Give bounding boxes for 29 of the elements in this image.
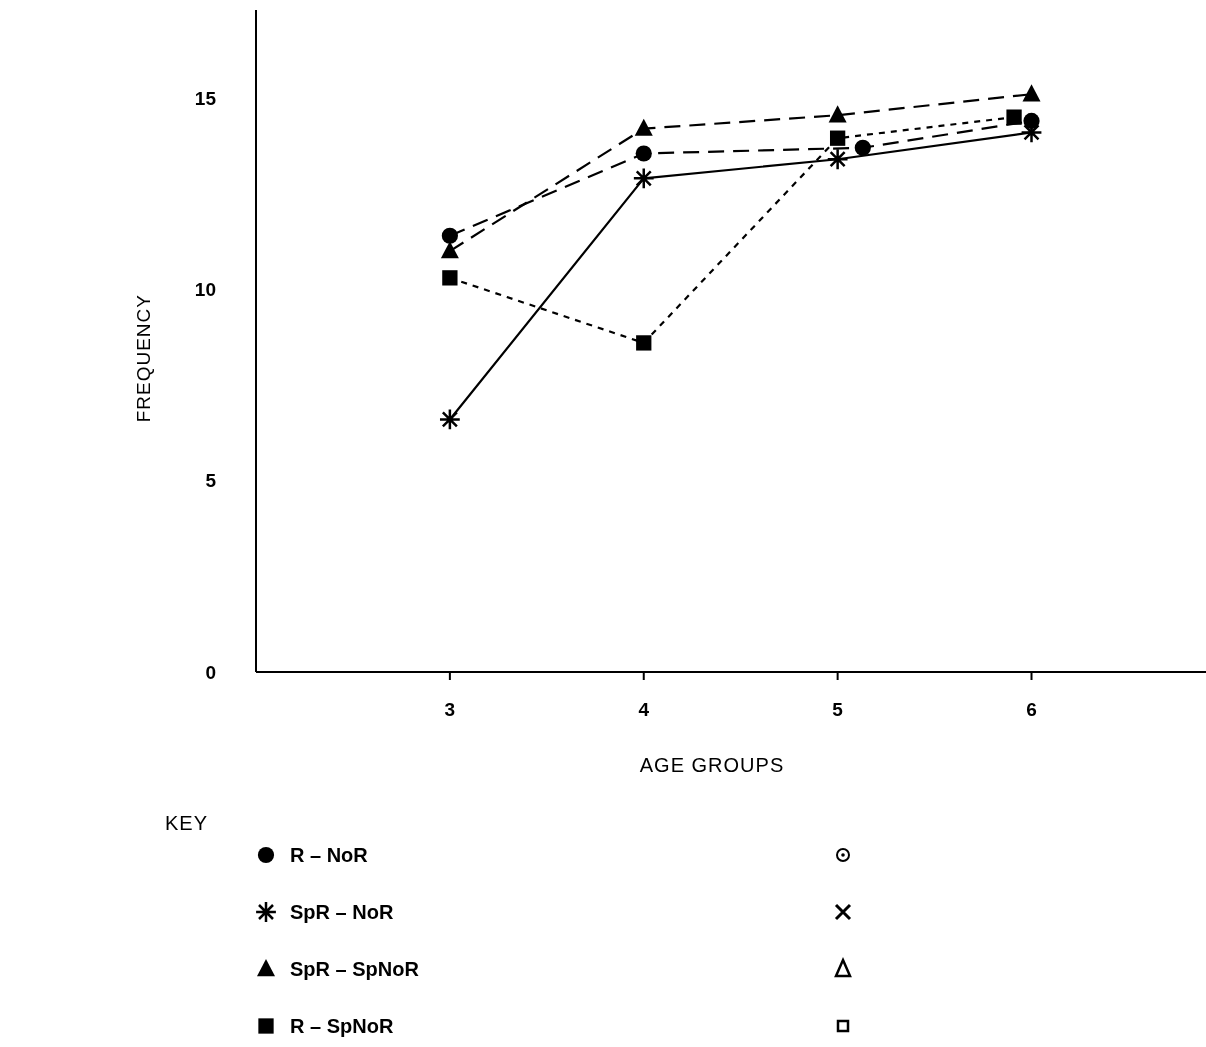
legend-label: R – SpNoR <box>290 1015 394 1037</box>
y-tick-label: 15 <box>194 87 217 109</box>
point <box>441 227 458 244</box>
legend-title: KEY <box>165 812 209 834</box>
point <box>636 335 652 351</box>
point <box>632 167 655 190</box>
point <box>442 270 458 286</box>
y-tick-label: 10 <box>194 278 216 300</box>
point <box>440 241 459 259</box>
legend-label: R – NoR <box>290 844 369 866</box>
point <box>635 145 652 162</box>
point <box>1022 84 1041 102</box>
point <box>854 139 871 156</box>
y-tick-label: 5 <box>205 470 217 492</box>
x-tick-label: 4 <box>638 699 650 720</box>
x-tick-label: 6 <box>1026 699 1037 720</box>
legend-label: SpR – SpNoR <box>290 958 420 980</box>
x-tick-label: 5 <box>832 699 844 720</box>
x-axis-title: AGE GROUPS <box>639 754 785 776</box>
y-axis-title: FREQUENCY <box>133 294 154 423</box>
point <box>828 105 847 123</box>
point <box>829 130 846 146</box>
point <box>438 408 462 431</box>
x-tick-label: 3 <box>444 699 456 720</box>
legend-label: SpR – NoR <box>290 901 394 923</box>
point <box>826 148 849 171</box>
point <box>634 118 653 136</box>
point <box>1006 109 1022 125</box>
y-tick-label: 0 <box>205 661 216 683</box>
